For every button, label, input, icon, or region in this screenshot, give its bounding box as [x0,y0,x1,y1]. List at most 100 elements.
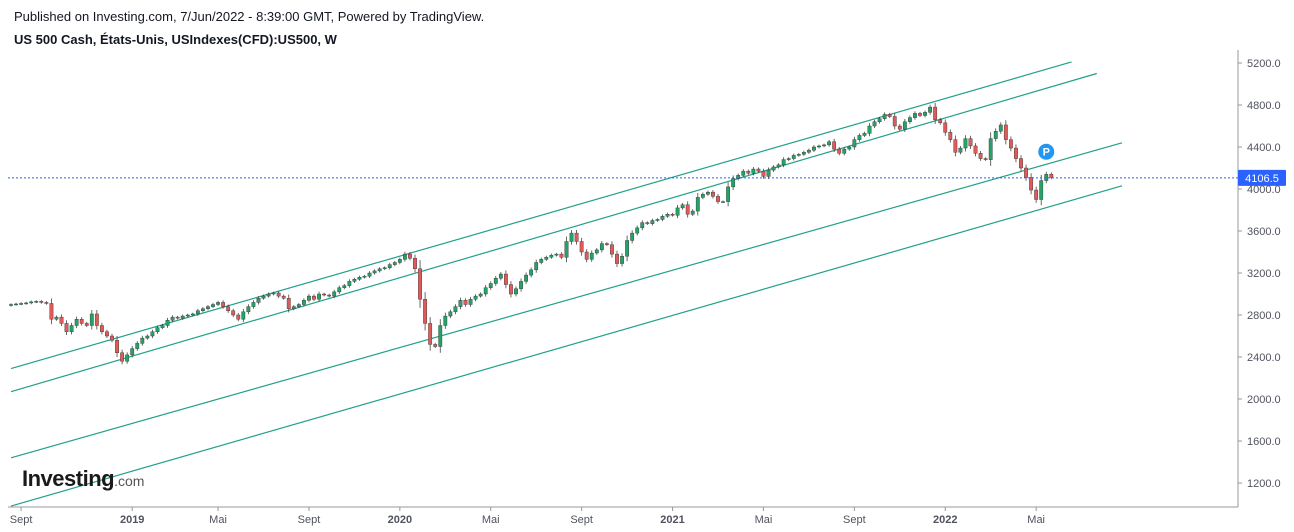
candle-body-down [1034,189,1039,200]
candle-body-up [822,144,826,147]
candle-body-up [539,259,544,263]
candle-body-down [948,132,953,140]
candle-body-up [862,133,867,136]
candle-body-down [433,344,438,347]
candle-body-up [721,201,725,203]
candle [246,304,251,315]
candle-body-up [599,243,604,251]
candle-body-down [120,352,125,362]
candle [362,274,367,279]
candle-body-down [226,306,231,312]
candle-body-down [670,213,675,216]
candle [554,252,559,257]
candle [559,252,564,260]
candle [493,275,498,286]
candle [307,294,311,303]
candle [453,304,458,315]
y-tick-label: 2000.0 [1247,394,1281,406]
candle-body-down [978,153,983,159]
candle-body-down [428,323,433,345]
candle [54,315,59,321]
x-tick-label: Mai [209,514,227,526]
candle-body-up [403,253,407,260]
candle [690,209,695,217]
candle [256,296,261,305]
candle [367,271,372,278]
candle [645,221,650,225]
candle-body-up [675,207,680,216]
candle [488,281,493,290]
candle [296,302,301,309]
candle [711,190,715,199]
candle [685,201,690,218]
candle-body-up [9,304,13,306]
candle-body-down [286,298,291,309]
candle-body-down [84,323,89,326]
candle [766,167,771,180]
candle [1003,120,1008,145]
candle [539,257,544,265]
candle-body-up [165,320,170,326]
candle-body-up [640,222,645,229]
candle-body-up [680,204,685,209]
candle [887,112,892,119]
candle-body-up [534,262,539,271]
candle [392,260,397,267]
y-tick-label: 4000.0 [1247,184,1281,196]
candle [443,312,448,329]
published-caption: Published on Investing.com, 7/Jun/2022 -… [14,9,485,24]
candle [498,271,503,281]
candle [716,193,720,204]
candle [680,202,685,210]
candle-body-up [392,262,397,265]
candle [357,275,362,281]
x-tick-label: Sept [843,514,866,526]
candle [509,281,513,298]
candle-body-up [514,288,518,295]
candle [266,292,271,298]
candle [200,307,205,313]
investing-logo[interactable]: Investing.com [22,466,144,492]
candle-body-down [327,294,332,297]
candle-body-up [483,287,488,295]
candle [105,329,109,339]
candle-body-down [897,125,902,130]
candle-body-up [266,293,271,297]
candle-body-up [812,146,816,151]
candle-body-up [882,114,887,119]
candle-body-up [271,292,276,295]
candle [155,325,160,334]
candle [473,294,478,302]
candle-body-down [99,325,104,333]
candle [736,173,741,181]
candle-body-up [241,311,246,320]
candle-body-down [115,340,119,354]
candle [751,166,756,176]
y-tick-label: 1600.0 [1247,436,1281,448]
candle [397,257,402,265]
candle-body-up [827,141,832,146]
p-marker-icon: P [1038,143,1055,160]
candle [372,269,377,275]
candle-body-down [281,295,286,299]
candle-body-down [918,113,922,116]
candle [317,291,321,302]
y-tick-label: 2400.0 [1247,352,1281,364]
candle [741,169,746,178]
candle [721,200,725,203]
candle [635,225,640,236]
candle [610,241,614,258]
candle-body-down [584,251,589,260]
candle [185,313,190,318]
candle-body-up [594,249,599,254]
candle [832,138,837,152]
candle [837,147,842,156]
candle-body-down [221,302,225,307]
candle [327,293,332,298]
candle [241,308,246,323]
candle [817,144,821,149]
candle [655,218,660,222]
candle [1019,155,1023,172]
candle-body-up [791,155,796,159]
candle [963,135,968,152]
